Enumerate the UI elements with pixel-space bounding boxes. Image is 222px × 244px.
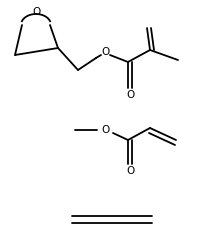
Text: O: O [101,125,109,135]
Text: O: O [32,7,40,17]
Text: O: O [101,47,109,57]
Text: O: O [126,90,134,100]
Text: O: O [126,166,134,176]
